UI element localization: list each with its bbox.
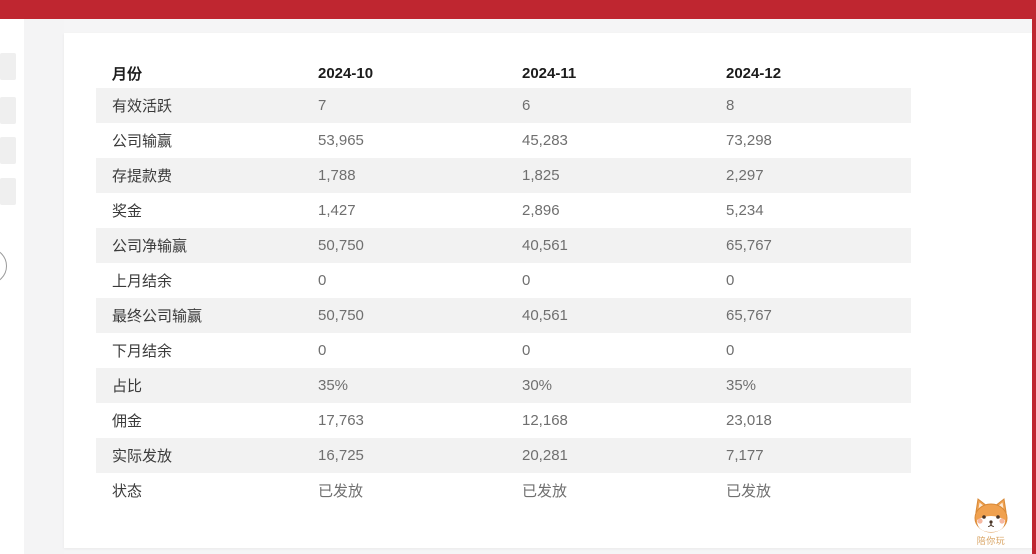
table-row: 占比 35% 30% 35% (96, 368, 911, 403)
right-edge-accent-strip (1032, 0, 1036, 554)
table-row: 最终公司输赢 50,750 40,561 65,767 (96, 298, 911, 333)
sidebar-menu-item-stub[interactable] (0, 53, 16, 80)
sidebar-gutter (24, 19, 64, 554)
table-row: 佣金 17,763 12,168 23,018 (96, 403, 911, 438)
row-value: 73,298 (726, 132, 772, 149)
top-navigation-bar (0, 0, 1036, 19)
row-value: 45,283 (522, 132, 568, 149)
column-header-2024-12: 2024-12 (710, 58, 911, 88)
row-value: 50,750 (318, 307, 364, 324)
shiba-dog-icon (968, 498, 1014, 536)
table-row: 实际发放 16,725 20,281 7,177 (96, 438, 911, 473)
row-label: 上月结余 (112, 273, 173, 290)
column-header-2024-11: 2024-11 (506, 58, 710, 88)
collapsed-sidebar (0, 19, 24, 554)
row-value: 65,767 (726, 307, 772, 324)
table-row: 有效活跃 7 6 8 (96, 88, 911, 123)
column-header-2024-10: 2024-10 (302, 58, 506, 88)
row-label: 有效活跃 (112, 98, 173, 115)
table-row: 上月结余 0 0 0 (96, 263, 911, 298)
row-value: 8 (726, 97, 735, 114)
row-value: 0 (522, 342, 531, 359)
table-body: 有效活跃 7 6 8 公司输赢 53,965 45,283 73,298 存提款费 1,788 1,… (96, 88, 911, 508)
table-row: 奖金 1,427 2,896 5,234 (96, 193, 911, 228)
row-label: 佣金 (112, 413, 143, 430)
row-value: 1,788 (318, 167, 356, 184)
sidebar-menu-item-stub[interactable] (0, 137, 16, 164)
column-header-month: 月份 (96, 58, 302, 88)
row-value: 20,281 (522, 447, 568, 464)
table-row: 存提款费 1,788 1,825 2,297 (96, 158, 911, 193)
monthly-report: 月份 2024-10 2024-11 2024-12 有效活跃 7 6 8 公司输赢 53… (96, 58, 911, 508)
monthly-report-table: 月份 2024-10 2024-11 2024-12 有效活跃 7 6 8 公司输赢 53… (96, 58, 911, 508)
row-value: 16,725 (318, 447, 364, 464)
row-value: 12,168 (522, 412, 568, 429)
row-value: 已发放 (318, 483, 364, 500)
row-value: 7 (318, 97, 327, 114)
row-label: 存提款费 (112, 168, 173, 185)
row-value: 5,234 (726, 202, 764, 219)
row-value: 65,767 (726, 237, 772, 254)
row-label: 公司输赢 (112, 133, 173, 150)
mascot-caption: 陪你玩 (976, 536, 1006, 546)
table-row: 状态 已发放 已发放 已发放 (96, 473, 911, 508)
row-value: 1,427 (318, 202, 356, 219)
row-value: 0 (726, 342, 735, 359)
row-value: 0 (318, 272, 327, 289)
row-label: 下月结余 (112, 343, 173, 360)
row-value: 2,297 (726, 167, 764, 184)
row-value: 1,825 (522, 167, 560, 184)
row-value: 2,896 (522, 202, 560, 219)
row-label: 公司净输赢 (112, 238, 188, 255)
row-value: 6 (522, 97, 531, 114)
sidebar-menu-item-stub[interactable] (0, 97, 16, 124)
sidebar-menu-item-stub[interactable] (0, 178, 16, 205)
table-header-row: 月份 2024-10 2024-11 2024-12 (96, 58, 911, 88)
row-value: 30% (522, 377, 553, 394)
row-value: 35% (726, 377, 757, 394)
row-value: 7,177 (726, 447, 764, 464)
table-row: 公司净输赢 50,750 40,561 65,767 (96, 228, 911, 263)
row-value: 35% (318, 377, 349, 394)
row-value: 已发放 (522, 483, 568, 500)
row-value: 17,763 (318, 412, 364, 429)
row-value: 40,561 (522, 237, 568, 254)
row-value: 已发放 (726, 483, 772, 500)
row-label: 状态 (112, 483, 143, 500)
row-value: 53,965 (318, 132, 364, 149)
row-label: 占比 (112, 378, 143, 395)
row-label: 奖金 (112, 203, 143, 220)
row-value: 0 (522, 272, 531, 289)
sidebar-collapse-button[interactable] (0, 248, 7, 284)
row-label: 实际发放 (112, 448, 173, 465)
row-value: 50,750 (318, 237, 364, 254)
mascot-widget[interactable]: 陪你玩 (968, 498, 1014, 546)
report-card: 月份 2024-10 2024-11 2024-12 有效活跃 7 6 8 公司输赢 53… (64, 33, 1032, 548)
table-row: 公司输赢 53,965 45,283 73,298 (96, 123, 911, 158)
row-value: 23,018 (726, 412, 772, 429)
row-label: 最终公司输赢 (112, 308, 203, 325)
row-value: 40,561 (522, 307, 568, 324)
row-value: 0 (318, 342, 327, 359)
table-row: 下月结余 0 0 0 (96, 333, 911, 368)
row-value: 0 (726, 272, 735, 289)
